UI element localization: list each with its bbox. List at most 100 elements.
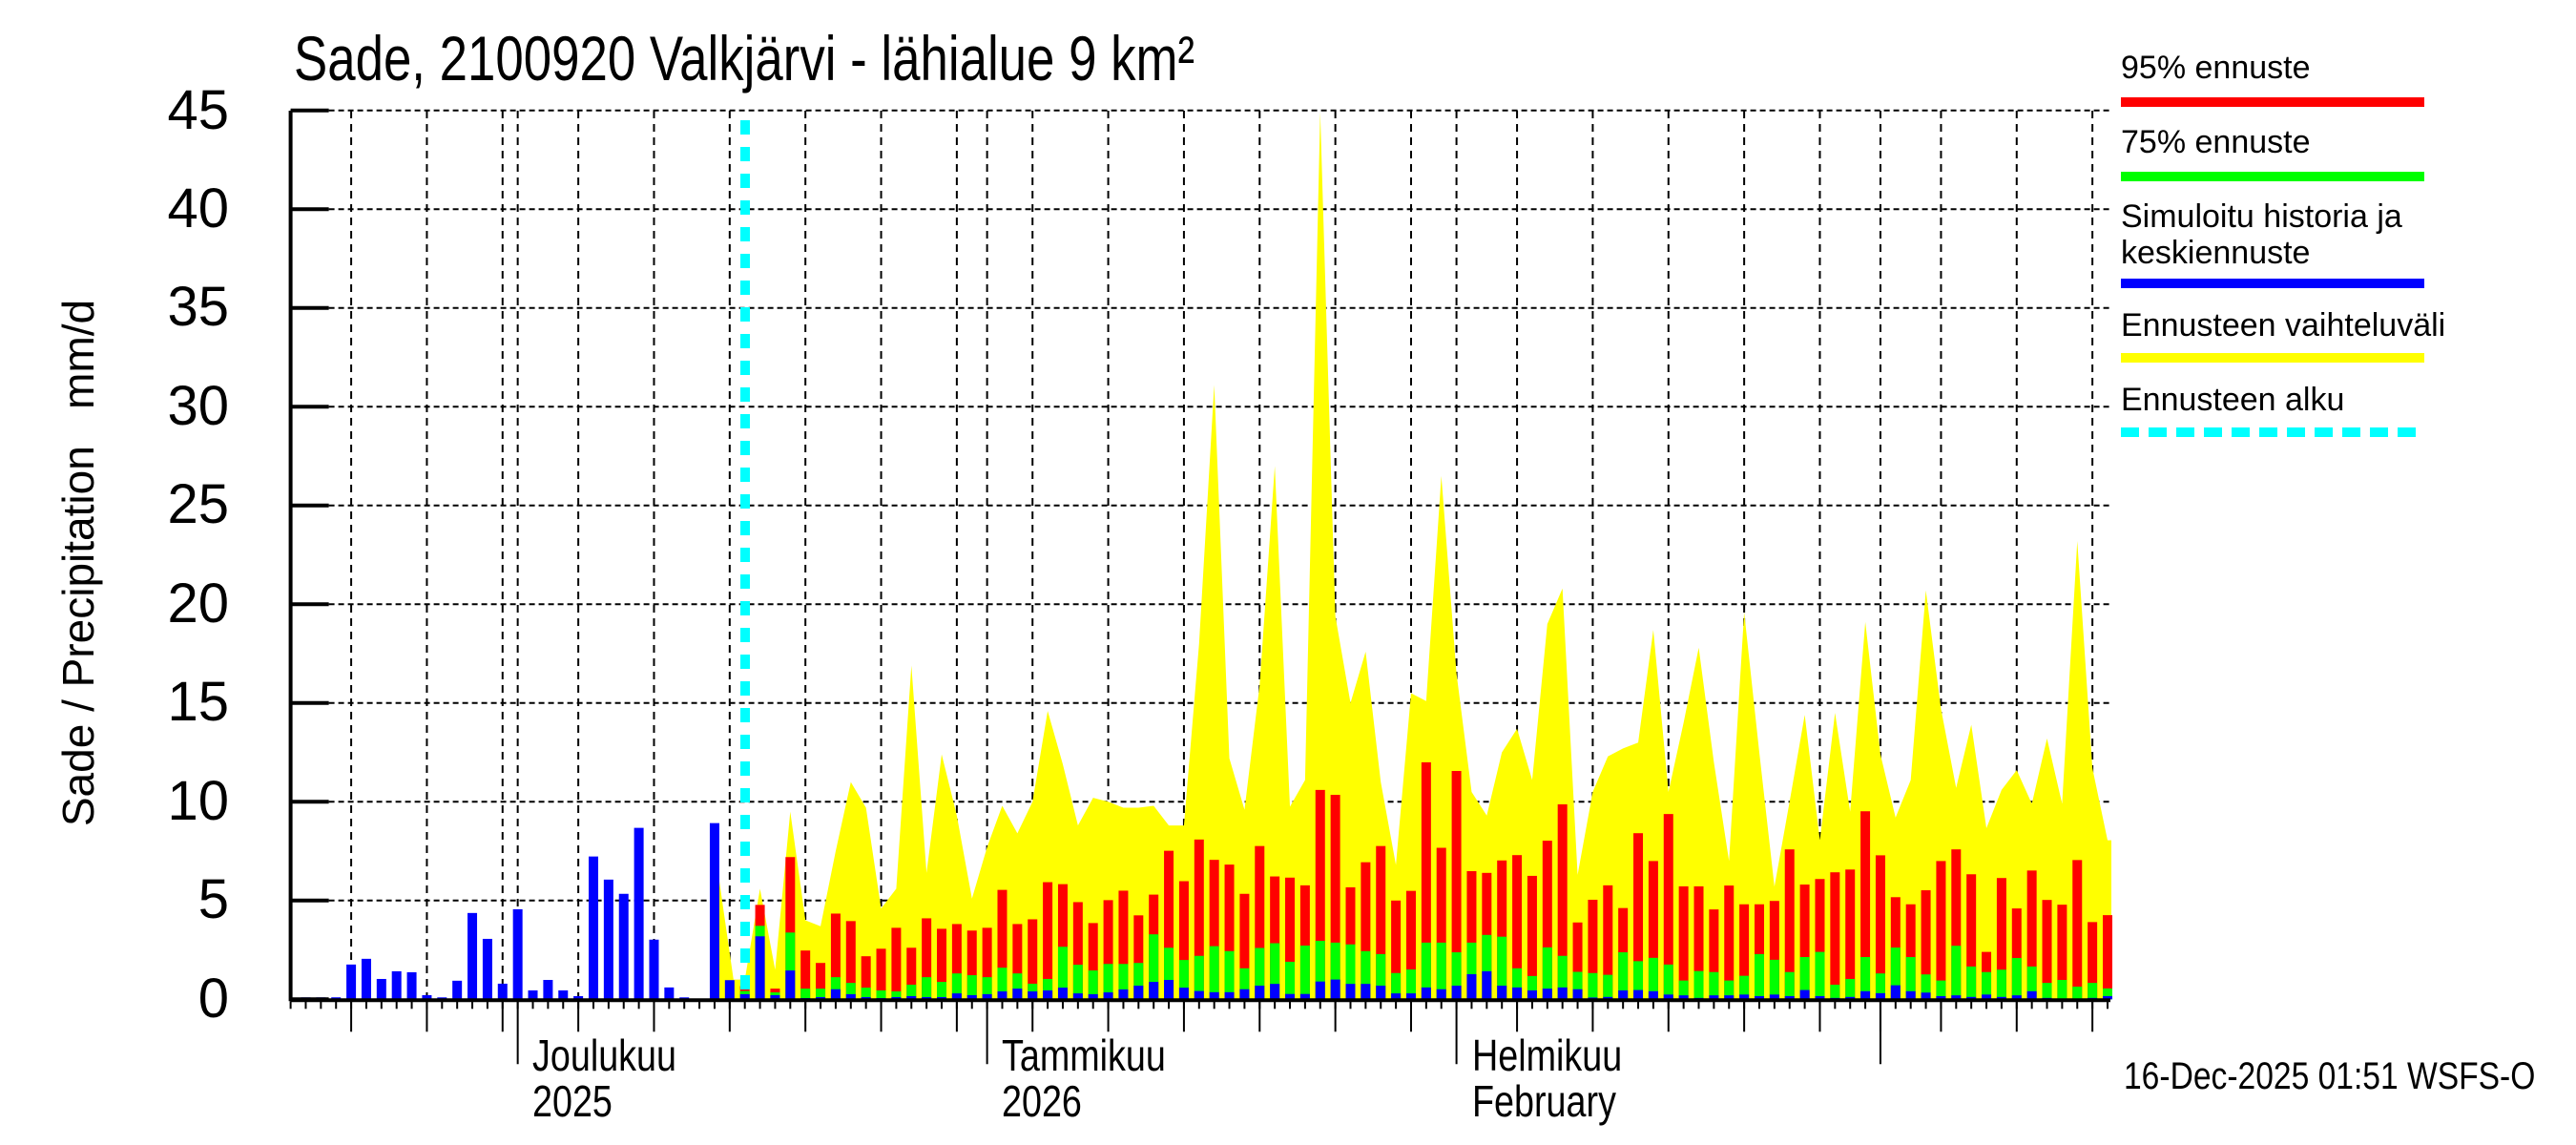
forecast-bar-75 [1482,934,1492,1000]
y-tick-20: 20 [167,572,229,635]
forecast-bar-median [1057,988,1068,1000]
forecast-bar-median [1345,984,1356,1000]
forecast-bar-75 [830,977,841,1000]
forecast-bar-75 [1588,972,1598,1000]
forecast-bar-95 [2103,915,2112,1000]
history-bar [361,958,371,1000]
forecast-bar-75 [1693,970,1704,1000]
legend-label-75: 75% ennuste [2121,124,2311,160]
y-tick-15: 15 [167,671,229,733]
forecast-bar-75 [1239,968,1250,1000]
forecast-bar-median [1845,996,1856,1000]
forecast-bar-95 [1693,885,1704,1000]
x-label-month: Tammikuu [1002,1030,1166,1080]
forecast-bar-95 [1769,901,1779,1000]
forecast-bar-95 [1421,761,1431,1000]
forecast-bar-75 [982,977,992,1000]
forecast-bar-median [1769,994,1779,1000]
forecast-bar-median [816,997,826,1000]
forecast-bar-75 [2011,958,2022,1000]
forecast-bar-median [1376,986,1386,1000]
forecast-bar-75 [1405,969,1416,1000]
forecast-bar-75 [1648,957,1658,1000]
forecast-bar-95 [1270,876,1280,1000]
forecast-bar-95 [1557,803,1568,1000]
forecast-bar-75 [1557,955,1568,1000]
forecast-bar-95 [1996,878,2006,1000]
forecast-bar-median [1028,991,1038,1000]
forecast-bar-95 [1088,923,1098,1000]
forecast-bar-median [1739,994,1750,1000]
forecast-bar-95 [1572,922,1583,1000]
forecast-bar-75 [922,977,932,1000]
forecast-bar-median [1648,990,1658,1000]
forecast-bar-75 [1209,946,1219,1000]
legend-swatch [2121,97,2424,107]
forecast-bar-95 [1466,870,1477,1000]
history-bar [558,989,569,1000]
forecast-bar-95 [2042,900,2052,1000]
x-label-month: Joulukuu [532,1030,676,1080]
forecast-bar-median [1164,980,1174,1000]
forecast-bar-95 [1905,904,1916,1000]
history-bar [406,971,417,1000]
y-tick-25: 25 [167,473,229,535]
forecast-bar-95 [1633,833,1644,1000]
legend-label-median-line2: keskiennuste [2121,235,2311,272]
forecast-bar-median [1118,989,1129,1000]
y-tick-45: 45 [167,79,229,141]
forecast-bar-median [1512,987,1523,1000]
forecast-bar-median [1239,989,1250,1000]
forecast-bar-95 [1739,904,1750,1000]
forecast-bar-95 [1178,881,1189,1000]
forecast-bar-75 [951,973,962,1000]
y-tick-10: 10 [167,770,229,832]
forecast-bar-95 [891,927,902,1000]
forecast-bar-median [1012,989,1023,1000]
forecast-bar-95 [1057,884,1068,1000]
forecast-bar-75 [2026,966,2037,1000]
forecast-bar-median [1724,995,1735,1000]
forecast-bar-75 [1285,961,1296,1000]
forecast-bar-95 [830,913,841,1000]
forecast-bar-95 [1815,879,1825,1000]
forecast-bar-95 [2026,870,2037,1000]
forecast-bar-95 [922,918,932,1000]
forecast-bar-75 [1890,947,1901,1000]
forecast-bar-median [1663,994,1673,1000]
forecast-bar-95 [1361,862,1371,1000]
history-bar [391,970,402,1000]
forecast-bar-median [1875,992,1885,1000]
forecast-bar-75 [1527,975,1537,1000]
forecast-bar-median [966,994,977,1000]
forecast-bar-median [1557,987,1568,1000]
forecast-bar-95 [1497,860,1507,1000]
forecast-bar-95 [1239,893,1250,1000]
x-label-year: 2025 [532,1076,613,1127]
forecast-bar-median [1043,989,1053,1000]
legend-label-range: Ennusteen vaihteluväli [2121,307,2446,344]
forecast-bar-75 [1194,955,1204,1000]
forecast-bar-75 [2042,983,2052,1000]
forecast-bar-median [1572,989,1583,1000]
forecast-bar-75 [1072,965,1083,1000]
forecast-bar-95 [1345,886,1356,1000]
forecast-bar-median [845,993,856,1000]
forecast-bar-75 [1663,964,1673,1000]
forecast-bar-median [1421,987,1431,1000]
forecast-bar-75 [1603,974,1613,1000]
history-bar [589,856,598,1000]
history-bar [331,997,342,1000]
forecast-bar-75 [845,983,856,1000]
history-bar [664,987,675,1000]
forecast-bar-95 [1103,900,1113,1000]
forecast-bar-median [1497,986,1507,1000]
forecast-bar-95 [1542,841,1552,1000]
forecast-bar-95 [2057,905,2067,1000]
forecast-bar-95 [1405,890,1416,1000]
forecast-bar-median [1951,995,1962,1000]
forecast-bar-median [1178,988,1189,1000]
forecast-bar-75 [906,984,917,1000]
forecast-bar-median [1088,993,1098,1000]
forecast-bar-median [1149,982,1159,1000]
